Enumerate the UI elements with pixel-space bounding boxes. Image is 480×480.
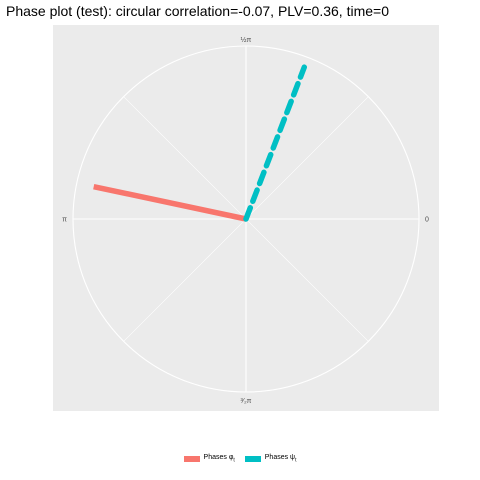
angle-tick-label: π bbox=[62, 217, 67, 224]
angle-tick-label: ³⁄₂π bbox=[240, 398, 251, 405]
legend-key-phi bbox=[183, 455, 200, 462]
phase-vectors bbox=[93, 64, 308, 222]
angle-tick-labels: ½π π ³⁄₂π 0 bbox=[62, 36, 429, 405]
phase-vector-psi bbox=[243, 64, 308, 222]
phase-vector-phi bbox=[93, 183, 247, 222]
angle-tick-label: 0 bbox=[425, 217, 429, 224]
legend-label-psi: Phases ψt bbox=[264, 454, 297, 464]
legend-key-psi bbox=[244, 455, 261, 462]
legend: Phases φt Phases ψt bbox=[0, 454, 480, 463]
legend-label-phi: Phases φt bbox=[203, 454, 235, 464]
legend-item-phi: Phases φt bbox=[183, 454, 235, 464]
angle-tick-label: ½π bbox=[241, 36, 252, 44]
chart-title: Phase plot (test): circular correlation=… bbox=[6, 3, 389, 19]
legend-item-psi: Phases ψt bbox=[244, 454, 297, 464]
